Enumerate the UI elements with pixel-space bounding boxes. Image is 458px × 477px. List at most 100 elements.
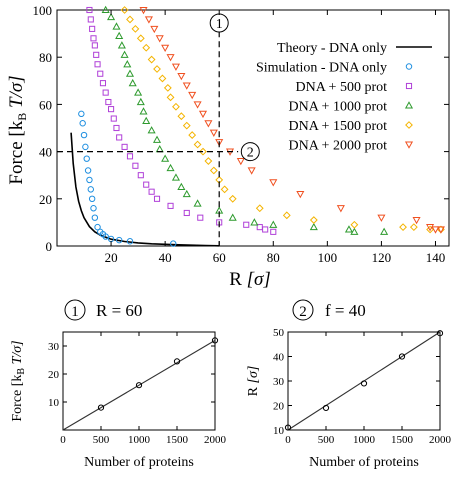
series-1-point [80, 131, 88, 139]
main-x-tick-label: 140 [426, 250, 446, 265]
series-1-point [87, 186, 95, 193]
inset-1-title-marker-circle [64, 299, 86, 321]
series-3-point [350, 227, 359, 235]
series-5-point [377, 214, 386, 222]
series-4-point [309, 216, 318, 224]
main-y-axis-label: Force [kB T/σ] [6, 75, 29, 184]
guide-marker-1: 1 [216, 17, 223, 32]
series-2-point [91, 42, 98, 49]
main-y-tick-label: 20 [39, 192, 52, 207]
series-2-point [137, 172, 144, 179]
series-3-point [134, 88, 143, 96]
series-3-point [101, 5, 110, 14]
main-data-layer [78, 5, 445, 247]
series-1-point [90, 205, 97, 212]
series-2-point [197, 214, 204, 221]
main-plot-frame [56, 9, 450, 247]
series-4-point [131, 24, 140, 33]
legend-label: DNA + 2000 prot [288, 139, 387, 154]
series-4-point [350, 220, 359, 229]
series-5-point [296, 191, 305, 199]
inset-1-x-tick-label: 0 [60, 434, 66, 446]
inset-1-x-tick-label: 1000 [128, 434, 151, 446]
inset-2-point [360, 380, 368, 387]
inset-2-x-tick-label: 2000 [429, 434, 452, 446]
series-4-point [399, 223, 407, 232]
series-2-point [262, 226, 269, 233]
guide-marker-2: 2 [247, 146, 254, 161]
series-5-point [188, 91, 197, 100]
series-5-point [412, 216, 421, 225]
series-2-point [121, 143, 128, 150]
series-2-point [270, 228, 277, 235]
main-x-axis-label: R [σ] [229, 269, 271, 290]
inset-2-x-axis-label: Number of proteins [309, 455, 419, 470]
series-2-point [126, 153, 134, 160]
series-5-point [215, 139, 224, 147]
series-3-point [123, 60, 132, 68]
series-1-point [91, 214, 99, 221]
series-2-point [148, 188, 155, 195]
series-3-point [380, 227, 389, 235]
series-3-point [115, 31, 124, 40]
main-x-tick-label: 40 [159, 250, 172, 265]
series-2-point [167, 202, 174, 209]
series-5-point [236, 157, 245, 166]
series-3-point [107, 12, 116, 21]
series-5-point [336, 205, 345, 213]
series-4-point [177, 112, 186, 121]
series-4-point [188, 131, 197, 139]
series-4-point [166, 93, 175, 102]
series-4-point [199, 147, 207, 156]
series-5-point [198, 110, 208, 119]
inset-1-y-axis-label: Force [kB T/σ] [10, 340, 27, 421]
series-1-point [79, 120, 86, 127]
series-2-point [93, 51, 100, 58]
series-3-point [136, 97, 145, 106]
series-4-point [120, 6, 129, 14]
legend-label: DNA + 1000 prot [288, 100, 387, 115]
series-5-point [426, 224, 435, 232]
series-4-point [409, 223, 418, 232]
series-2-point [97, 70, 104, 77]
series-2-point [183, 209, 190, 217]
series-3-point [177, 182, 186, 191]
legend-swatch [404, 101, 414, 109]
inset-2-title-marker-circle [292, 299, 314, 321]
series-3-point [142, 116, 151, 124]
main-y-tick-label: 40 [39, 145, 52, 160]
series-4-point [153, 65, 161, 73]
series-1-point [94, 223, 101, 231]
series-5-point [247, 167, 256, 175]
series-3-point [171, 173, 181, 181]
inset-1-plot-frame [62, 331, 216, 431]
main-x-tick-label: 60 [213, 250, 226, 265]
inset-1-y-tick-label: 20 [48, 369, 60, 381]
inset-1-x-tick-label: 1500 [166, 434, 189, 446]
series-5-point [139, 6, 148, 15]
series-4-point [136, 34, 145, 43]
inset-2-point [284, 424, 292, 431]
inset-2-x-tick-label: 0 [285, 434, 291, 446]
inset-1-x-tick-label: 2000 [204, 434, 227, 446]
main-y-tick-label: 60 [39, 97, 52, 112]
series-1-point [86, 176, 93, 184]
series-4-point [172, 102, 180, 111]
inset-1-point [173, 358, 181, 365]
inset-1-x-axis-label: Number of proteins [84, 455, 194, 470]
series-3-point [147, 126, 156, 134]
series-2-point [243, 221, 250, 228]
series-3-point [120, 50, 129, 58]
series-5-point [193, 101, 202, 109]
series-2-point [105, 98, 112, 106]
series-2-point [113, 124, 120, 132]
series-4-point [204, 157, 213, 165]
legend-label: DNA + 500 prot [295, 80, 387, 95]
series-3-point [344, 225, 354, 233]
legend-label: Simulation - DNA only [256, 61, 387, 76]
inset-2-x-tick-label: 1000 [353, 434, 376, 446]
inset-1-title: R = 60 [96, 301, 142, 320]
inset-1-fit-line [62, 339, 216, 431]
